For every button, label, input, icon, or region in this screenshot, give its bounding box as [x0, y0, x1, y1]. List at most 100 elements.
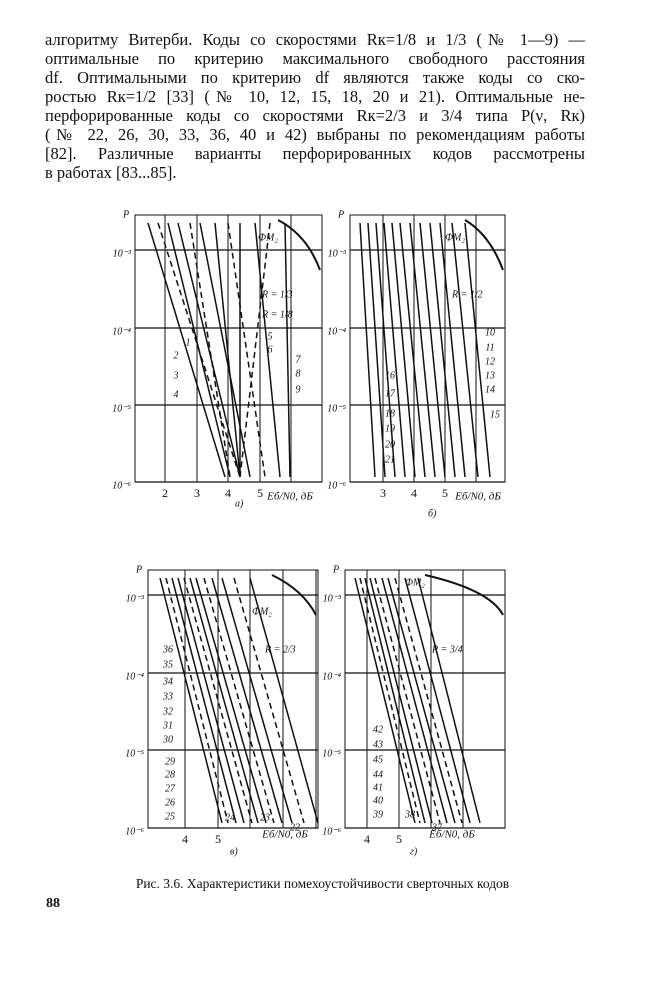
- curve-label: 4: [174, 389, 179, 400]
- curve-label: 21: [385, 454, 395, 465]
- curve: [159, 577, 223, 824]
- curve: [189, 577, 259, 824]
- curve-label: 27: [165, 783, 176, 794]
- y-tick-label: 10⁻⁶: [125, 826, 144, 837]
- y-tick-label: 10⁻³: [328, 248, 347, 259]
- curve: [359, 222, 376, 478]
- rate-label: R = 1/8: [261, 309, 293, 320]
- curve: [214, 222, 241, 478]
- x-tick-label: 4: [225, 486, 231, 500]
- curve: [394, 577, 463, 824]
- curve: [165, 577, 229, 824]
- x-tick-label: 5: [215, 832, 221, 846]
- curve: [203, 577, 275, 824]
- curve: [374, 577, 441, 824]
- rate-label: R = 1/3: [261, 289, 293, 300]
- curve: [399, 222, 426, 478]
- curve-label: 40: [373, 795, 383, 806]
- y-tick-label: 10⁻⁶: [112, 480, 131, 491]
- curve-label: 10: [485, 327, 495, 338]
- curve-label: 28: [165, 769, 175, 780]
- curve-label: 8: [296, 368, 301, 379]
- x-tick-label: 4: [364, 832, 370, 846]
- curve-label: 13: [485, 370, 495, 381]
- curve-label: 22: [290, 822, 300, 833]
- curve-label: 16: [385, 370, 395, 381]
- panel-letter: б): [428, 508, 437, 519]
- x-tick-label: 3: [194, 486, 200, 500]
- curve: [233, 577, 305, 824]
- x-tick-label: 2: [162, 486, 168, 500]
- curve-label: 9: [296, 384, 301, 395]
- text-line: df. Оптимальными по критерию df являются…: [45, 68, 585, 87]
- curve-label: 20: [385, 439, 395, 450]
- y-tick-label: 10⁻⁴: [125, 671, 144, 682]
- text-line: ростью Rк=1/2 [33] (№ 10, 12, 15, 18, 20…: [45, 87, 585, 106]
- panel-letter: а): [235, 498, 244, 509]
- curve: [189, 222, 231, 478]
- curve: [417, 577, 481, 824]
- modulation-label: ФМ₂: [405, 577, 425, 588]
- panel-letter: г): [410, 846, 418, 857]
- x-axis-label: Eб/N0, дБ: [454, 491, 501, 503]
- curve: [249, 577, 319, 824]
- y-tick-label: 10⁻⁴: [327, 326, 346, 337]
- curve-label: 18: [385, 408, 395, 419]
- text-line: в работах [83...85].: [45, 163, 177, 182]
- curve-label: 32: [162, 706, 173, 717]
- curve-label: 11: [485, 342, 494, 353]
- curve: [404, 577, 471, 824]
- x-tick-label: 5: [257, 486, 263, 500]
- x-tick-label: 4: [182, 832, 188, 846]
- curve-label: 34: [162, 676, 173, 687]
- text-line: (№ 22, 26, 30, 33, 36, 40 и 42) выбраны …: [45, 125, 585, 144]
- text-line: оптимальные по критерию максимального св…: [45, 49, 585, 68]
- curve: [195, 577, 267, 824]
- curve-label: 19: [385, 423, 395, 434]
- y-tick-label: 10⁻⁵: [125, 748, 144, 759]
- curve-label: 43: [373, 739, 383, 750]
- x-axis-label: Eб/N0, дБ: [266, 491, 313, 503]
- x-tick-label: 5: [396, 832, 402, 846]
- curve: [391, 222, 416, 478]
- curve-label: 36: [162, 644, 173, 655]
- y-axis-label: P: [122, 209, 129, 220]
- curve: [271, 574, 317, 616]
- curve: [227, 222, 266, 478]
- curve-label: 6: [268, 344, 273, 355]
- curve: [387, 577, 456, 824]
- curve: [177, 577, 245, 824]
- curve: [177, 222, 241, 478]
- y-tick-label: 10⁻³: [113, 248, 132, 259]
- curve-label: 17: [385, 388, 396, 399]
- curve: [147, 222, 226, 478]
- curve: [199, 222, 251, 478]
- curve-label: 29: [165, 756, 175, 767]
- curve: [383, 222, 406, 478]
- curve: [221, 577, 293, 824]
- curve-label: 15: [490, 409, 500, 420]
- modulation-label: ФМ₂: [258, 232, 278, 243]
- y-axis-label: P: [135, 564, 142, 575]
- y-tick-label: 10⁻⁵: [327, 403, 346, 414]
- panel-letter: в): [230, 846, 238, 857]
- curve-label: 41: [373, 782, 383, 793]
- curve-label: 26: [165, 797, 175, 808]
- text-line: [82]. Различные варианты перфорированных…: [45, 144, 585, 163]
- y-tick-label: 10⁻³: [323, 593, 342, 604]
- curve-label: 38: [404, 809, 415, 820]
- curve-label: 25: [165, 811, 175, 822]
- curve: [375, 222, 396, 478]
- curve: [171, 577, 237, 824]
- rate-label: R = 1/2: [451, 289, 483, 300]
- x-tick-label: 5: [442, 486, 448, 500]
- curve-label: 7: [296, 354, 302, 365]
- curve: [359, 577, 421, 824]
- curve-label: 37: [431, 822, 443, 833]
- x-tick-label: 3: [380, 486, 386, 500]
- curve: [211, 577, 283, 824]
- curve: [464, 219, 504, 271]
- y-axis-label: P: [337, 209, 344, 220]
- curve-label: 1: [186, 337, 191, 348]
